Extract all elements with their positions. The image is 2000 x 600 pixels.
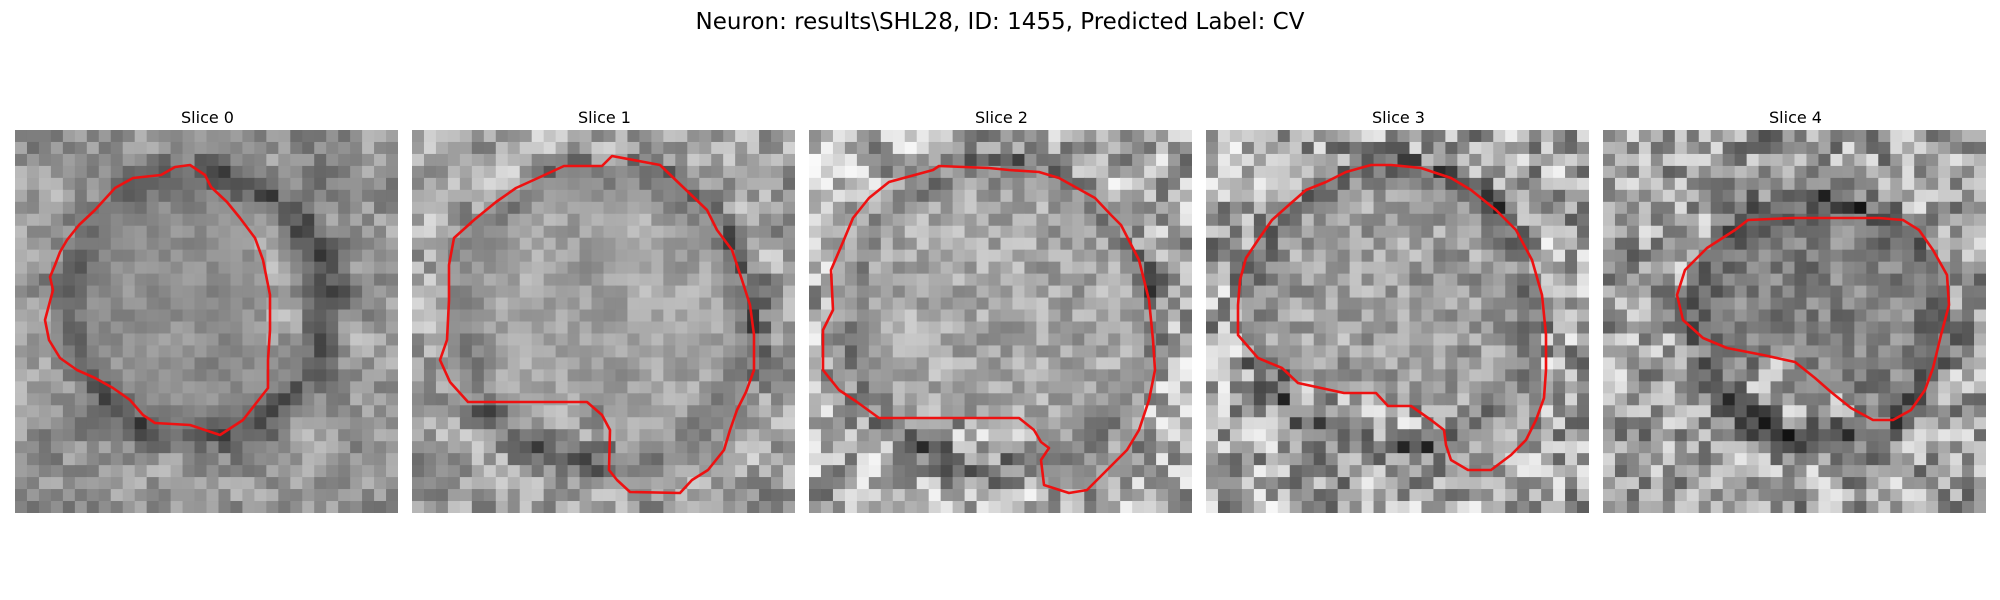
slice-image-0 — [15, 130, 398, 513]
slice-image-4 — [1603, 130, 1986, 513]
slice-title: Slice 4 — [1769, 108, 1822, 127]
slice-panel-0: Slice 0 — [15, 108, 400, 513]
slice-panel-2: Slice 2 — [809, 108, 1194, 513]
slice-image-1 — [412, 130, 795, 513]
slice-title: Slice 2 — [975, 108, 1028, 127]
slice-panel-4: Slice 4 — [1603, 108, 1988, 513]
pixel-grid — [1603, 130, 1986, 513]
pixel-grid — [1206, 130, 1589, 513]
slice-panel-3: Slice 3 — [1206, 108, 1591, 513]
segmentation-contour — [1236, 163, 1548, 472]
slice-title: Slice 0 — [181, 108, 234, 127]
slice-image-2 — [809, 130, 1192, 513]
pixel-grid — [15, 130, 398, 513]
segmentation-contour — [821, 164, 1157, 495]
pixel-grid — [809, 130, 1192, 513]
pixel-grid — [412, 130, 795, 513]
segmentation-contour — [1675, 216, 1951, 422]
figure-title: Neuron: results\SHL28, ID: 1455, Predict… — [695, 9, 1305, 35]
slice-image-3 — [1206, 130, 1589, 513]
slice-title: Slice 1 — [578, 108, 631, 127]
segmentation-contour — [43, 163, 272, 437]
slice-panel-1: Slice 1 — [412, 108, 797, 513]
slice-title: Slice 3 — [1372, 108, 1425, 127]
segmentation-contour — [438, 154, 756, 495]
